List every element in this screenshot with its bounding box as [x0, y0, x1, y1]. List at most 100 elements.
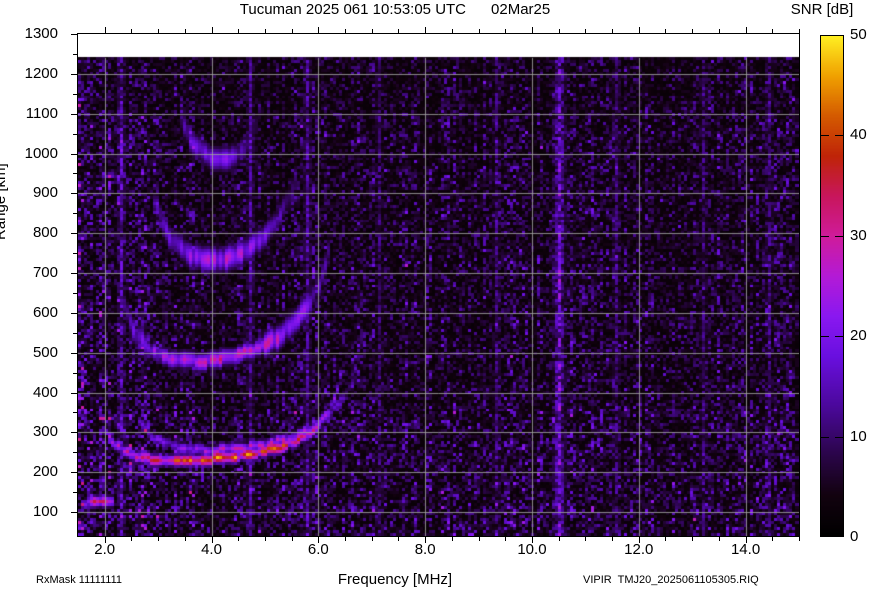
y-axis-tick-1100: 1100	[25, 104, 58, 122]
y-axis-tickmark	[71, 393, 77, 394]
y-axis-tickmark	[71, 432, 77, 433]
x-axis-tickmark	[212, 537, 213, 543]
y-axis-tickmark	[71, 114, 77, 115]
x-axis-top-minor-tickmark	[799, 29, 800, 33]
y-axis-tickmark	[71, 154, 77, 155]
x-axis-top-minor-tickmark	[612, 29, 613, 33]
x-axis-top-minor-tickmark	[185, 29, 186, 33]
x-axis-minor-tickmark	[185, 537, 186, 541]
y-axis-tickmark	[71, 273, 77, 274]
y-axis-minor-tickmark	[73, 373, 77, 374]
y-axis-tick-1300: 1300	[24, 25, 58, 42]
x-axis-top-minor-tickmark	[772, 29, 773, 33]
x-axis-minor-tickmark	[665, 537, 666, 541]
y-axis-tick-100: 100	[32, 503, 58, 521]
colorbar-tickmark	[835, 135, 843, 136]
y-axis-minor-tickmark	[73, 492, 77, 493]
x-axis-minor-tickmark	[238, 537, 239, 541]
page-title: Tucuman 2025 061 10:53:05 UTC 02Mar25	[239, 1, 551, 18]
colorbar-tick-0: 0	[850, 528, 859, 545]
y-axis-minor-tickmark	[73, 94, 77, 95]
x-axis-top-tickmark	[425, 27, 426, 33]
x-axis-top-minor-tickmark	[719, 29, 720, 33]
y-axis-tickmark	[71, 472, 77, 473]
x-axis-tick-6.0: 6.0	[307, 541, 329, 558]
colorbar-tick-30: 30	[850, 226, 867, 244]
x-axis-minor-tickmark	[505, 537, 506, 541]
colorbar-tickmark	[821, 336, 829, 337]
x-axis-top-tickmark	[105, 27, 106, 33]
y-axis-tick-800: 800	[32, 224, 58, 242]
colorbar-tick-10: 10	[850, 427, 867, 445]
y-axis-minor-tickmark	[73, 452, 77, 453]
x-axis-minor-tickmark	[585, 537, 586, 541]
y-axis-minor-tickmark	[73, 173, 77, 174]
x-axis-tick-14.0: 14.0	[730, 541, 761, 558]
x-axis-top-minor-tickmark	[292, 29, 293, 33]
x-axis-tick-12.0: 12.0	[624, 541, 654, 558]
y-axis-tick-700: 700	[32, 264, 58, 282]
colorbar-tick-20: 20	[850, 327, 867, 345]
x-axis-minor-tickmark	[692, 537, 693, 541]
y-axis-tick-1200: 1200	[24, 64, 58, 82]
y-axis-tickmark	[71, 34, 77, 35]
x-axis-minor-tickmark	[719, 537, 720, 541]
colorbar-tickmark	[835, 336, 843, 337]
x-axis-top-minor-tickmark	[692, 29, 693, 33]
x-axis-top-tickmark	[639, 27, 640, 33]
y-axis-tickmark	[71, 233, 77, 234]
x-axis-top-minor-tickmark	[265, 29, 266, 33]
y-axis-minor-tickmark	[73, 253, 77, 254]
x-axis-minor-tickmark	[372, 537, 373, 541]
colorbar-tickmark	[835, 437, 843, 438]
y-axis-tickmark	[71, 313, 77, 314]
x-axis-top-minor-tickmark	[479, 29, 480, 33]
x-axis-top-minor-tickmark	[345, 29, 346, 33]
x-axis-tick-10.0: 10.0	[517, 541, 547, 558]
y-axis-tickmark	[71, 512, 77, 513]
y-axis-minor-tickmark	[73, 333, 77, 334]
x-axis-top-minor-tickmark	[131, 29, 132, 33]
y-axis-tick-400: 400	[32, 383, 58, 401]
y-axis-tick-500: 500	[32, 343, 58, 361]
x-axis-tickmark	[746, 537, 747, 543]
y-axis-tickmark	[71, 193, 77, 194]
x-axis-minor-tickmark	[799, 537, 800, 541]
colorbar-tickmark	[835, 236, 843, 237]
x-axis-tick-4.0: 4.0	[201, 541, 222, 558]
x-axis-label: Frequency [MHz]	[337, 571, 453, 588]
y-axis-tick-900: 900	[32, 184, 58, 202]
rxmask-label: RxMask 11111111	[36, 574, 123, 586]
x-axis-tick-8.0: 8.0	[414, 541, 436, 558]
colorbar-tickmark	[821, 437, 829, 438]
y-axis-minor-tickmark	[73, 54, 77, 55]
x-axis-top-minor-tickmark	[665, 29, 666, 33]
x-axis-top-minor-tickmark	[452, 29, 453, 33]
y-axis-tick-600: 600	[32, 303, 58, 321]
colorbar-gradient	[821, 36, 843, 536]
colorbar-title: SNR [dB]	[790, 1, 854, 18]
x-axis-top-minor-tickmark	[585, 29, 586, 33]
colorbar[interactable]	[820, 35, 844, 537]
y-axis-minor-tickmark	[73, 134, 77, 135]
ionogram-heatmap-canvas[interactable]	[78, 34, 799, 536]
y-axis-tick-300: 300	[32, 423, 58, 441]
y-axis-tickmark	[71, 74, 77, 75]
x-axis-top-minor-tickmark	[559, 29, 560, 33]
x-axis-tickmark	[425, 537, 426, 543]
x-axis-minor-tickmark	[452, 537, 453, 541]
x-axis-minor-tickmark	[479, 537, 480, 541]
x-axis-tickmark	[532, 537, 533, 543]
x-axis-minor-tickmark	[612, 537, 613, 541]
colorbar-tickmark	[821, 135, 829, 136]
y-axis-minor-tickmark	[73, 412, 77, 413]
x-axis-tickmark	[639, 537, 640, 543]
x-axis-minor-tickmark	[158, 537, 159, 541]
x-axis-top-tickmark	[532, 27, 533, 33]
x-axis-tickmark	[318, 537, 319, 543]
x-axis-top-tickmark	[746, 27, 747, 33]
x-axis-minor-tickmark	[292, 537, 293, 541]
ionogram-plot-area[interactable]	[77, 33, 800, 537]
x-axis-top-minor-tickmark	[398, 29, 399, 33]
colorbar-tick-40: 40	[850, 126, 867, 144]
